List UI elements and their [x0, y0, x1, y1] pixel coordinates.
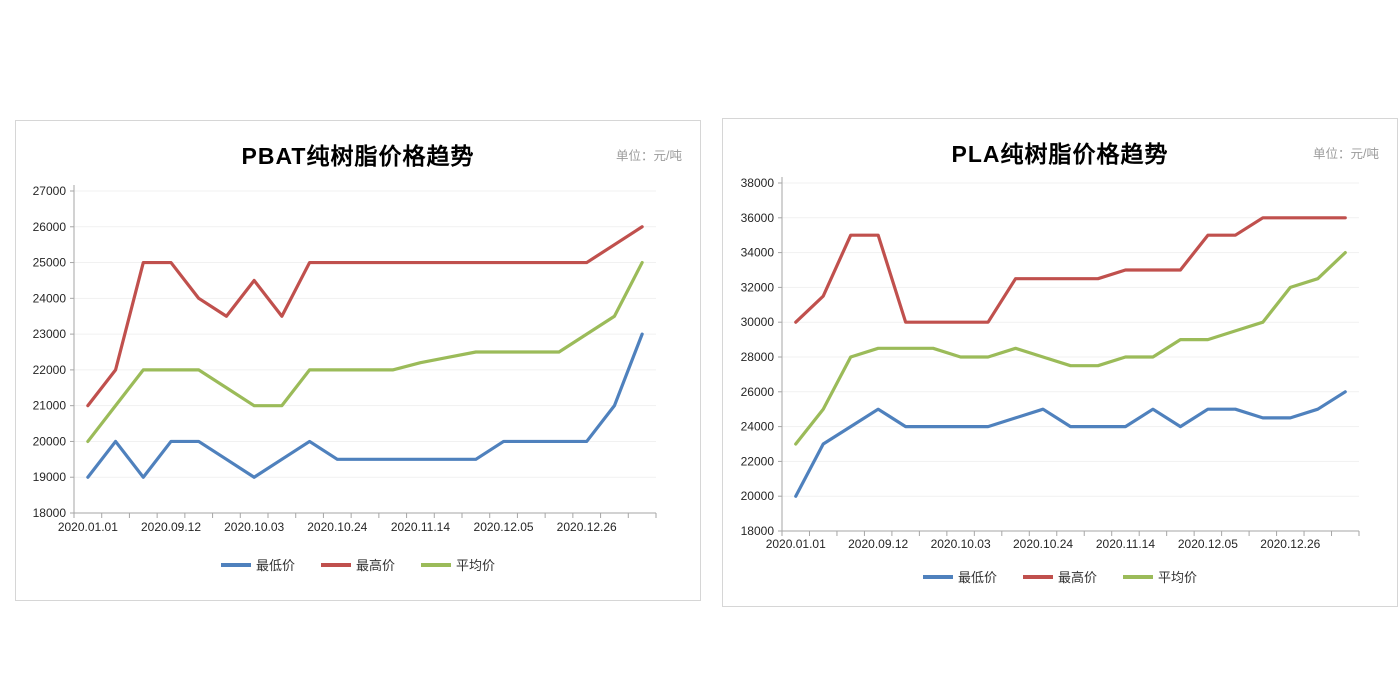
y-axis-label: 18000 — [741, 524, 775, 538]
y-axis-label: 22000 — [741, 454, 775, 468]
legend-item-max-price: 最高价 — [320, 555, 395, 574]
legend-swatch-min-price — [922, 574, 953, 579]
series-line-max-price — [86, 225, 644, 408]
y-axis-label: 27000 — [33, 184, 67, 198]
legend-label-avg-price: 平均价 — [456, 558, 496, 573]
y-axis-label: 28000 — [741, 350, 775, 364]
y-axis-label: 36000 — [741, 211, 775, 225]
x-axis-label: 2020.12.26 — [557, 520, 617, 534]
legend-swatch-max-price — [320, 562, 351, 567]
x-axis-label: 2020.12.26 — [1260, 537, 1320, 551]
series-line-avg-price — [794, 251, 1347, 446]
legend-swatch-min-price — [220, 562, 251, 567]
legend-swatch-max-price — [1022, 574, 1053, 579]
x-axis-label: 2020.10.24 — [307, 520, 367, 534]
series-line-min-price — [794, 390, 1347, 498]
y-axis-label: 18000 — [33, 506, 67, 520]
series-line-min-price — [86, 332, 644, 479]
y-axis-label: 34000 — [741, 246, 775, 260]
y-axis-label: 23000 — [33, 327, 67, 341]
pbat-unit-label: 单位：元/吨 — [616, 149, 682, 163]
x-axis-label: 2020.10.03 — [224, 520, 284, 534]
x-axis-label: 2020.10.03 — [931, 537, 991, 551]
pla-legend: 最低价 最高价 平均价 — [723, 567, 1397, 586]
legend-item-min-price: 最低价 — [220, 555, 295, 574]
x-axis-label: 2020.12.05 — [474, 520, 534, 534]
legend-item-avg-price: 平均价 — [421, 555, 495, 574]
legend-item-min-price: 最低价 — [922, 567, 997, 586]
x-axis-label: 2020.01.01 — [766, 537, 826, 551]
legend-label-min-price: 最低价 — [957, 570, 997, 585]
y-axis-label: 20000 — [741, 489, 775, 503]
legend-item-max-price: 最高价 — [1022, 567, 1097, 586]
pla-chart-card: PLA纯树脂价格趋势 单位：元/吨 18000 20000 22000 24000 26… — [722, 118, 1398, 607]
y-axis-label: 22000 — [33, 363, 67, 377]
pla-unit-label: 单位：元/吨 — [1313, 147, 1379, 161]
y-axis-label: 24000 — [33, 291, 67, 305]
y-axis-label: 26000 — [33, 220, 67, 234]
pbat-plot-svg: 18000 19000 20000 21000 22000 23000 24000 25000… — [33, 184, 657, 534]
y-axis-label: 38000 — [741, 176, 775, 190]
y-axis-label: 25000 — [33, 256, 67, 270]
pbat-chart-title: PBAT纯树脂价格趋势 — [241, 143, 475, 169]
y-axis-label: 19000 — [33, 470, 67, 484]
x-axis-label: 2020.11.14 — [391, 520, 450, 534]
x-axis-label: 2020.10.24 — [1013, 537, 1073, 551]
x-axis-label: 2020.09.12 — [141, 520, 201, 534]
legend-swatch-avg-price — [421, 562, 451, 567]
y-axis-label: 30000 — [741, 315, 775, 329]
y-axis-label: 26000 — [741, 385, 775, 399]
x-axis-label: 2020.11.14 — [1096, 537, 1155, 551]
pla-chart-title: PLA纯树脂价格趋势 — [951, 141, 1169, 167]
y-axis-label: 21000 — [33, 399, 67, 413]
y-axis-label: 20000 — [33, 434, 67, 448]
y-axis-label: 32000 — [741, 280, 775, 294]
series-line-avg-price — [86, 260, 644, 444]
legend-swatch-avg-price — [1123, 574, 1153, 579]
legend-label-min-price: 最低价 — [255, 558, 295, 573]
pbat-chart-card: PBAT纯树脂价格趋势 单位：元/吨 18000 19000 20000 21000 2… — [15, 120, 701, 601]
y-axis-label: 24000 — [741, 420, 775, 434]
pla-plot-svg: 18000 20000 22000 24000 26000 28000 30000 32000… — [741, 176, 1360, 551]
x-axis-label: 2020.12.05 — [1178, 537, 1238, 551]
x-axis-label: 2020.01.01 — [58, 520, 118, 534]
series-line-max-price — [794, 216, 1347, 324]
legend-item-avg-price: 平均价 — [1123, 567, 1197, 586]
legend-label-max-price: 最高价 — [1057, 570, 1097, 585]
x-axis-label: 2020.09.12 — [848, 537, 908, 551]
legend-label-max-price: 最高价 — [355, 558, 395, 573]
legend-label-avg-price: 平均价 — [1158, 570, 1198, 585]
pbat-legend: 最低价 最高价 平均价 — [16, 555, 700, 574]
